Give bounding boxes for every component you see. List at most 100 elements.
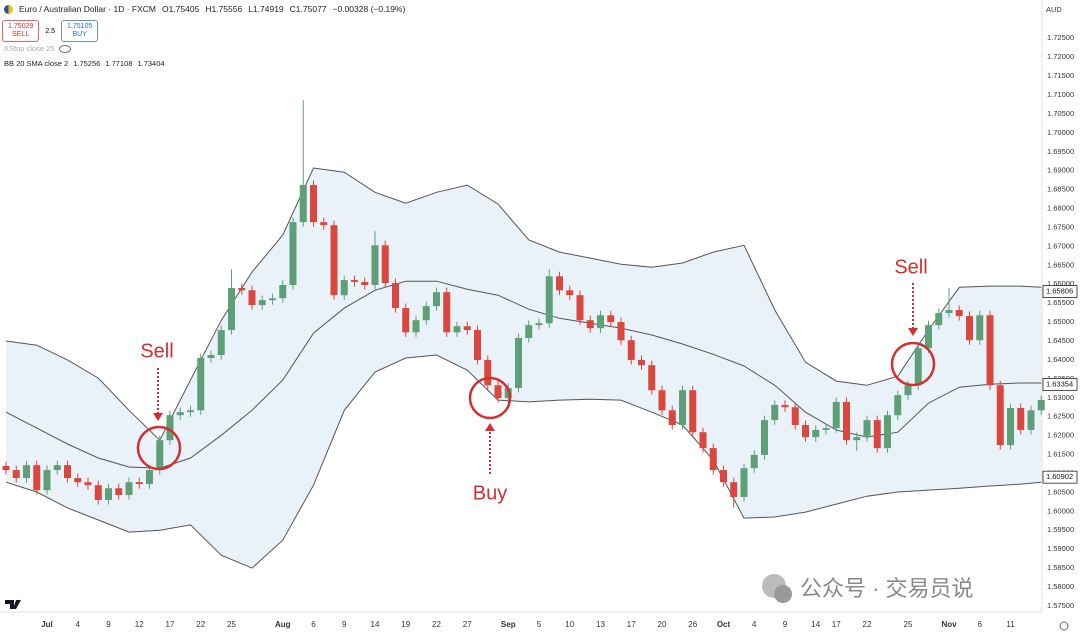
candle-body [299,185,307,223]
flag-icon [4,4,13,14]
y-tick-label: 1.67000 [1047,241,1074,250]
candle-body [884,415,891,449]
candle-body [258,300,266,306]
candle-body [146,470,153,485]
candle-body [566,290,574,296]
candle-body [535,323,543,326]
candle-body [1027,410,1035,430]
candle-body [761,420,768,455]
indicator-reading: 1.73404 [137,59,165,68]
y-tick-label: 1.62500 [1047,412,1074,421]
buy-button[interactable]: 1.75105 BUY [61,20,99,42]
x-tick-label: Aug [275,620,291,629]
candle-body [822,428,830,430]
candle-body [658,390,666,411]
y-tick-label: 1.71500 [1047,71,1074,80]
candle-body [873,420,881,449]
candle-body [12,470,20,479]
x-tick-label: 22 [196,620,205,629]
candle-body [668,410,676,426]
candle-body [545,276,553,324]
candle-body [781,404,789,408]
candle-body [453,326,461,333]
candle-body [115,488,123,496]
candle-body [33,465,41,491]
x-tick-label: 17 [832,620,841,629]
candle-body [597,315,604,329]
y-tick-label: 1.68000 [1047,204,1074,213]
y-tick-label: 1.64500 [1047,336,1074,345]
buy-price: 1.75105 [67,23,93,30]
candle-body [832,401,840,429]
y-tick-label: 1.60000 [1047,506,1074,515]
price-marker-box [1042,470,1078,484]
candle-body [289,222,297,285]
logo [5,600,21,609]
candle-body [156,440,164,471]
candle-body [679,390,686,426]
candle-body [176,412,184,416]
candle-body [771,404,779,421]
sell-label: SELL [12,31,30,38]
candle-body [986,315,994,386]
visibility-icon[interactable] [59,44,72,53]
candle-body [94,485,102,500]
sell-price: 1.75029 [8,23,34,30]
candle-body [791,407,799,426]
sell-button[interactable]: 1.75029 SELL [2,20,40,42]
settings-icon [1059,621,1069,631]
candle-body [863,420,871,438]
candle-body [23,465,30,479]
indicator-reading: 1.77108 [105,59,133,68]
candle-body [433,292,440,307]
candle-body [617,322,625,341]
x-tick-label: 5 [537,620,542,629]
candle-body [381,245,389,284]
y-tick-label: 1.65000 [1047,317,1074,326]
candle-body [750,454,758,469]
y-tick-label: 1.62000 [1047,431,1074,440]
price-marker-label: 1.63354 [1046,379,1073,388]
candle-body [207,355,215,359]
candle-body [607,315,615,323]
candle-body [904,385,912,396]
candle-body [699,432,707,449]
y-tick-label: 1.58000 [1047,582,1074,591]
ohlc-change: −0.00328 (−0.19%) [332,4,406,14]
arrow-head [908,328,918,336]
indicator-row: BB 20 SMA close 2 1.75256 1.77108 1.7340… [4,59,165,68]
x-tick-label: Jul [41,620,53,629]
indicator-reading: 1.75256 [73,59,101,68]
x-tick-label: 6 [311,620,316,629]
candle-body [914,348,922,386]
x-tick-label: 26 [688,620,697,629]
y-tick-label: 1.61500 [1047,450,1074,459]
candle-body [443,292,451,333]
x-tick-label: 25 [904,620,913,629]
candle-body [43,470,51,491]
x-tick-label: 13 [596,620,605,629]
trade-buttons: 1.75029 SELL 2.5 1.75105 BUY [2,20,99,42]
candle-body [586,320,594,329]
y-tick-label: 1.66000 [1047,279,1074,288]
price-marker-box [1042,285,1078,298]
candle-body [392,283,399,309]
candle-body [627,340,635,360]
candle-body [494,385,502,399]
x-tick-label: 9 [106,620,111,629]
candle-body [269,298,276,301]
band-line [5,354,1042,569]
candle-body [105,488,112,500]
candle-body [966,316,973,341]
candle-body [64,465,71,479]
candle-body [187,410,194,413]
x-tick-label: 19 [401,620,410,629]
candle-body [955,309,963,317]
candle-body [556,276,563,291]
candle-body [853,437,861,441]
arrow-head [153,413,163,421]
candle-body [740,468,748,497]
candle-body [1017,408,1025,430]
annotation-text: Buy [473,482,507,504]
